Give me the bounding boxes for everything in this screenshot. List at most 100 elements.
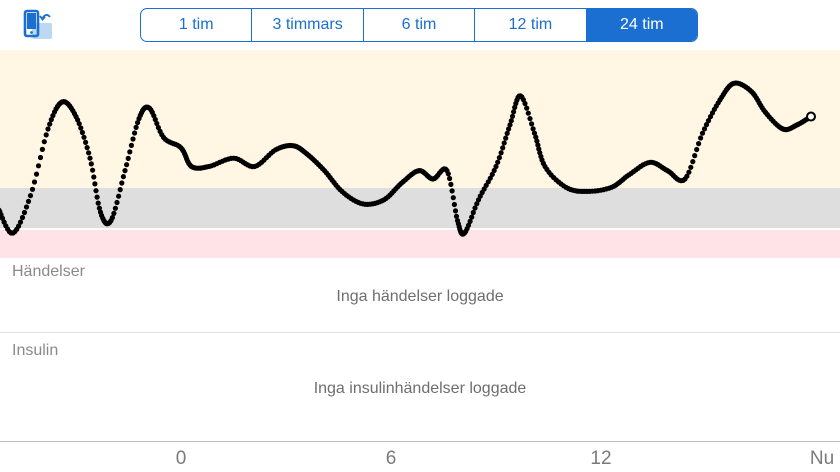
glucose-point bbox=[125, 155, 131, 161]
glucose-point bbox=[512, 104, 518, 110]
glucose-point bbox=[448, 181, 454, 187]
glucose-point bbox=[690, 159, 696, 165]
range-12h[interactable]: 12 tim bbox=[475, 9, 587, 41]
target-range-band bbox=[0, 188, 840, 228]
glucose-point bbox=[529, 121, 535, 127]
glucose-point bbox=[686, 169, 692, 175]
glucose-point bbox=[498, 150, 504, 156]
glucose-point bbox=[17, 219, 24, 225]
glucose-chart bbox=[0, 50, 840, 258]
glucose-point bbox=[506, 126, 512, 132]
glucose-point bbox=[33, 171, 40, 177]
glucose-point bbox=[467, 218, 473, 224]
events-label: Händelser bbox=[12, 263, 85, 280]
glucose-point bbox=[451, 201, 457, 208]
glucose-point bbox=[132, 130, 138, 136]
glucose-point bbox=[45, 126, 51, 132]
glucose-point bbox=[117, 187, 123, 193]
glucose-point bbox=[124, 162, 130, 168]
glucose-point bbox=[694, 146, 700, 153]
insulin-label: Insulin bbox=[12, 342, 59, 359]
glucose-point bbox=[684, 173, 690, 179]
range-6h[interactable]: 6 tim bbox=[364, 9, 476, 41]
glucose-point bbox=[703, 122, 710, 128]
glucose-point bbox=[86, 150, 92, 156]
glucose-point bbox=[450, 195, 456, 201]
low-range-band bbox=[0, 230, 840, 258]
glucose-point bbox=[130, 136, 136, 142]
glucose-point bbox=[496, 155, 502, 161]
x-tick-label: 0 bbox=[175, 448, 187, 469]
glucose-point bbox=[696, 141, 702, 147]
glucose-point bbox=[29, 186, 36, 192]
glucose-point bbox=[31, 179, 38, 185]
glucose-point bbox=[701, 126, 708, 132]
glucose-point bbox=[112, 205, 118, 211]
glucose-point bbox=[500, 145, 506, 151]
x-tick-label: Nu bbox=[809, 448, 835, 469]
glucose-point bbox=[522, 100, 528, 107]
glucose-point bbox=[152, 116, 158, 123]
glucose-point bbox=[111, 210, 117, 216]
glucose-point bbox=[114, 199, 120, 206]
glucose-point bbox=[489, 171, 495, 177]
glucose-point bbox=[39, 146, 46, 152]
glucose-point bbox=[449, 188, 455, 194]
glucose-point bbox=[133, 124, 139, 130]
glucose-point bbox=[95, 200, 101, 206]
glucose-point bbox=[527, 116, 533, 122]
glucose-point bbox=[21, 209, 28, 216]
glucose-point bbox=[495, 159, 501, 165]
glucose-point bbox=[705, 118, 712, 124]
glucose-point bbox=[76, 121, 82, 127]
glucose-point bbox=[94, 194, 100, 200]
range-1h[interactable]: 1 tim bbox=[141, 9, 253, 41]
glucose-point bbox=[47, 121, 53, 127]
glucose-point bbox=[37, 154, 44, 161]
glucose-point bbox=[509, 113, 516, 119]
glucose-point bbox=[688, 164, 694, 170]
glucose-point bbox=[504, 130, 510, 136]
glucose-point bbox=[508, 118, 514, 124]
glucose-point bbox=[452, 208, 459, 214]
glucose-point bbox=[472, 205, 478, 211]
glucose-point bbox=[81, 134, 87, 140]
x-tick-label: 12 bbox=[590, 448, 612, 469]
glucose-point bbox=[530, 126, 536, 132]
section-divider bbox=[0, 332, 840, 333]
glucose-point bbox=[699, 130, 706, 136]
glucose-point bbox=[127, 149, 133, 155]
glucose-point bbox=[122, 168, 128, 174]
high-range-band bbox=[0, 50, 840, 188]
rotate-device-icon[interactable] bbox=[20, 9, 56, 41]
glucose-point bbox=[79, 129, 85, 136]
glucose-point bbox=[470, 209, 476, 216]
glucose-point bbox=[109, 215, 115, 221]
glucose-point bbox=[83, 139, 89, 145]
glucose-point bbox=[524, 105, 530, 111]
glucose-point bbox=[474, 201, 480, 207]
glucose-point bbox=[491, 167, 497, 174]
glucose-point bbox=[465, 222, 472, 228]
range-3h[interactable]: 3 timmars bbox=[252, 9, 364, 41]
glucose-point bbox=[116, 193, 122, 199]
glucose-point bbox=[84, 145, 90, 151]
glucose-point bbox=[507, 122, 513, 128]
glucose-point bbox=[510, 109, 517, 115]
glucose-point bbox=[120, 174, 126, 180]
glucose-point bbox=[447, 175, 453, 182]
glucose-point bbox=[534, 138, 540, 144]
glucose-point bbox=[525, 110, 531, 116]
range-24h[interactable]: 24 tim bbox=[586, 9, 697, 41]
latest-glucose-point bbox=[806, 111, 816, 122]
glucose-point bbox=[78, 125, 84, 131]
events-empty-message: Inga händelser loggade bbox=[336, 288, 504, 305]
glucose-point bbox=[92, 181, 98, 187]
glucose-point bbox=[119, 180, 125, 186]
glucose-point bbox=[531, 130, 538, 136]
x-axis-line bbox=[0, 441, 840, 442]
glucose-point bbox=[27, 193, 34, 199]
glucose-point bbox=[25, 198, 32, 204]
glucose-point bbox=[692, 153, 698, 159]
time-range-selector: 1 tim 3 timmars 6 tim 12 tim 24 tim bbox=[140, 8, 698, 42]
